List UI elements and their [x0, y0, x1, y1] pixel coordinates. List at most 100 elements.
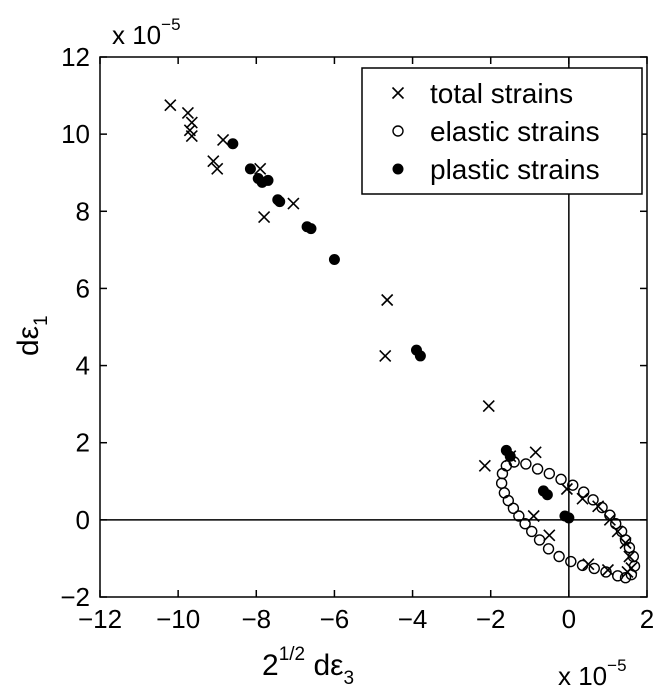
elastic-strain-point — [520, 458, 532, 470]
y-tick-label: 8 — [76, 196, 90, 226]
total-strain-point — [478, 459, 491, 472]
elastic-strain-point — [531, 463, 544, 475]
legend-entry-label: elastic strains — [430, 116, 600, 147]
plastic-strain-point — [274, 196, 286, 208]
total-strain-point — [527, 509, 540, 523]
total-strain-point — [207, 155, 220, 168]
x-tick-label: 2 — [640, 604, 654, 634]
elastic-strain-point — [619, 572, 632, 584]
total-strain-point — [621, 565, 634, 578]
total-strain-point — [164, 99, 177, 112]
x-axis-label-superscript: 1/2 — [279, 644, 305, 665]
elastic-strain-point — [507, 502, 520, 514]
y-tick-label: 6 — [76, 273, 90, 303]
total-strain-point — [254, 162, 267, 175]
plastic-strain-point — [504, 450, 516, 462]
y-tick-label: 0 — [76, 505, 90, 535]
y-axis-multiplier: x 10−5 — [112, 15, 181, 50]
x-tick-label: −2 — [476, 604, 506, 634]
plastic-strain-point — [563, 512, 575, 524]
total-strain-point-stroke — [211, 162, 224, 175]
total-strain-point — [603, 513, 616, 526]
total-strain-point-stroke — [592, 500, 605, 513]
x-axis-multiplier-base: x 10 — [558, 661, 607, 691]
legend-box — [361, 67, 643, 195]
total-strain-point-stroke — [181, 106, 194, 119]
elastic-strain-point — [526, 525, 538, 538]
total-strain-point — [258, 211, 271, 224]
total-strain-point — [611, 525, 624, 538]
y-tick-label: 2 — [76, 428, 90, 458]
elastic-strain-point — [567, 479, 579, 491]
total-strain-point-stroke — [207, 155, 220, 168]
total-strain-point-stroke — [164, 99, 177, 112]
total-strain-point-stroke — [258, 211, 271, 224]
legend-entry-label: plastic strains — [430, 154, 600, 185]
elastic-strain-point — [513, 510, 525, 522]
total-strain-point — [217, 133, 230, 146]
y-axis-label-subscript: 1 — [31, 315, 52, 326]
total-strain-point-stroke — [601, 563, 614, 577]
total-strain-point-stroke — [185, 130, 198, 143]
total-strain-point-stroke — [560, 482, 573, 496]
y-tick-label: −2 — [60, 582, 90, 612]
total-strain-point-stroke — [582, 558, 595, 571]
total-strain-point-stroke — [379, 349, 392, 362]
x-axis-label: 21/2 dε3 — [262, 644, 354, 689]
total-strain-point-stroke — [527, 509, 540, 523]
x-axis-multiplier: x 10−5 — [558, 656, 627, 691]
x-tick-label: 0 — [562, 604, 576, 634]
y-tick-label: 12 — [61, 42, 90, 72]
total-strain-point — [619, 536, 632, 550]
axes-frame — [99, 56, 648, 598]
plastic-strain-point — [414, 350, 426, 362]
elastic-strain-point — [565, 555, 577, 568]
x-axis-label-base: 2 — [262, 649, 279, 682]
x-axis-label-symbol: dε — [305, 649, 343, 682]
total-strain-point — [582, 558, 595, 571]
legend-entry-label: total strains — [430, 78, 573, 109]
total-strain-point — [529, 446, 542, 459]
total-strain-point-stroke — [603, 513, 616, 526]
y-tick-label: 10 — [61, 119, 90, 149]
plastic-strain-point — [328, 254, 340, 265]
elastic-strain-point — [588, 562, 600, 575]
total-strain-point — [185, 116, 198, 129]
plastic-strain-point — [305, 223, 317, 235]
total-strain-point — [543, 529, 556, 542]
x-tick-label: −8 — [241, 604, 271, 634]
total-strain-point — [211, 162, 224, 175]
y-axis-label-symbol: dε — [12, 326, 45, 356]
plastic-strain-point — [227, 138, 239, 150]
total-strain-point-stroke — [529, 446, 542, 459]
total-strain-point-stroke — [619, 536, 632, 550]
total-strain-point — [381, 293, 394, 307]
total-strain-point-stroke — [254, 162, 267, 175]
elastic-strain-point — [555, 473, 567, 486]
elastic-strain-point — [553, 550, 565, 563]
legend-marker-total — [391, 86, 405, 100]
y-axis-multiplier-exponent: −5 — [161, 15, 180, 34]
elastic-strain-point — [502, 494, 514, 507]
total-strain-point — [592, 500, 605, 513]
total-strain-point-stroke — [287, 197, 300, 210]
total-strain-point — [560, 482, 573, 496]
elastic-strain-point — [587, 494, 599, 506]
total-strain-point-stroke — [185, 116, 198, 129]
elastic-strain-point — [542, 543, 555, 555]
plastic-strain-point — [262, 174, 274, 186]
total-strain-point — [287, 197, 300, 210]
legend-marker-elastic — [392, 125, 404, 137]
legend: total strains elastic strains plastic stra… — [361, 67, 643, 195]
total-strain-point — [623, 550, 636, 563]
total-strain-point-stroke — [478, 459, 491, 472]
total-strain-point-stroke — [482, 400, 495, 413]
total-strain-point-stroke — [623, 550, 636, 563]
total-strain-point — [576, 492, 589, 505]
x-tick-label: −6 — [320, 604, 350, 634]
total-strain-point-stroke — [543, 529, 556, 542]
plastic-strain-point — [541, 489, 553, 501]
total-strain-point-stroke — [621, 565, 634, 578]
